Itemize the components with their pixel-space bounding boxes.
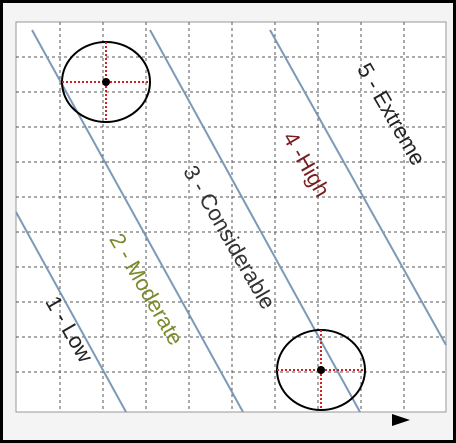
grid: [16, 22, 446, 412]
zone-boundaries: [15, 29, 447, 413]
circle-top: [61, 41, 151, 123]
circle-bottom: [276, 329, 366, 411]
arrow-head: [392, 414, 410, 426]
